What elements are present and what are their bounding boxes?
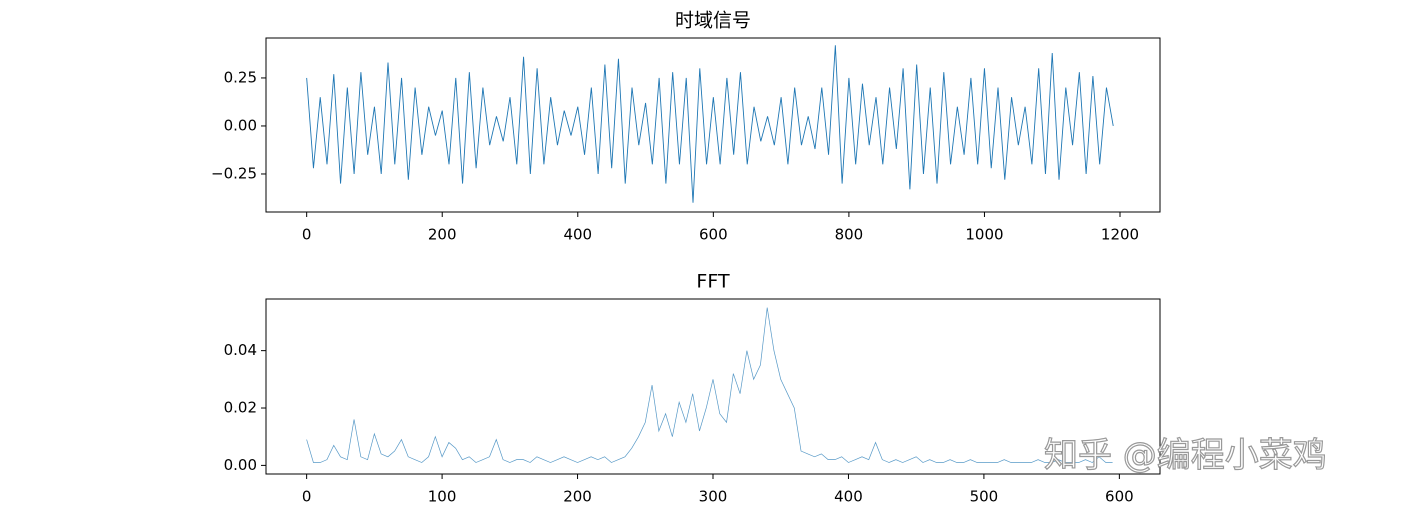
y-tick-label: 0.00 bbox=[224, 456, 257, 474]
y-tick-label: 0.04 bbox=[224, 341, 257, 359]
x-tick-label: 1000 bbox=[965, 226, 1003, 244]
x-tick-label: 600 bbox=[1105, 488, 1134, 506]
axes-frame bbox=[265, 37, 1161, 213]
x-tick-label: 300 bbox=[699, 488, 728, 506]
y-tick-label: −0.25 bbox=[211, 164, 257, 182]
x-tick-label: 0 bbox=[302, 226, 312, 244]
x-tick-label: 200 bbox=[428, 226, 457, 244]
x-tick-label: 200 bbox=[563, 488, 592, 506]
signal-line bbox=[306, 45, 1114, 203]
x-tick-label: 800 bbox=[835, 226, 864, 244]
x-tick-label: 100 bbox=[428, 488, 457, 506]
signal-line bbox=[306, 307, 1113, 463]
y-tick-label: 0.25 bbox=[224, 68, 257, 86]
axes-frame bbox=[265, 298, 1161, 475]
y-tick-label: 0.02 bbox=[224, 399, 257, 417]
watermark: 知乎 @编程小菜鸡 bbox=[1044, 436, 1327, 476]
chart-title: FFT bbox=[696, 271, 730, 293]
x-tick-label: 400 bbox=[834, 488, 863, 506]
x-tick-label: 500 bbox=[970, 488, 999, 506]
x-tick-label: 600 bbox=[699, 226, 728, 244]
x-tick-label: 400 bbox=[563, 226, 592, 244]
chart-title: 时域信号 bbox=[675, 10, 751, 32]
x-tick-label: 0 bbox=[302, 488, 312, 506]
x-tick-label: 1200 bbox=[1101, 226, 1139, 244]
y-tick-label: 0.00 bbox=[224, 116, 257, 134]
